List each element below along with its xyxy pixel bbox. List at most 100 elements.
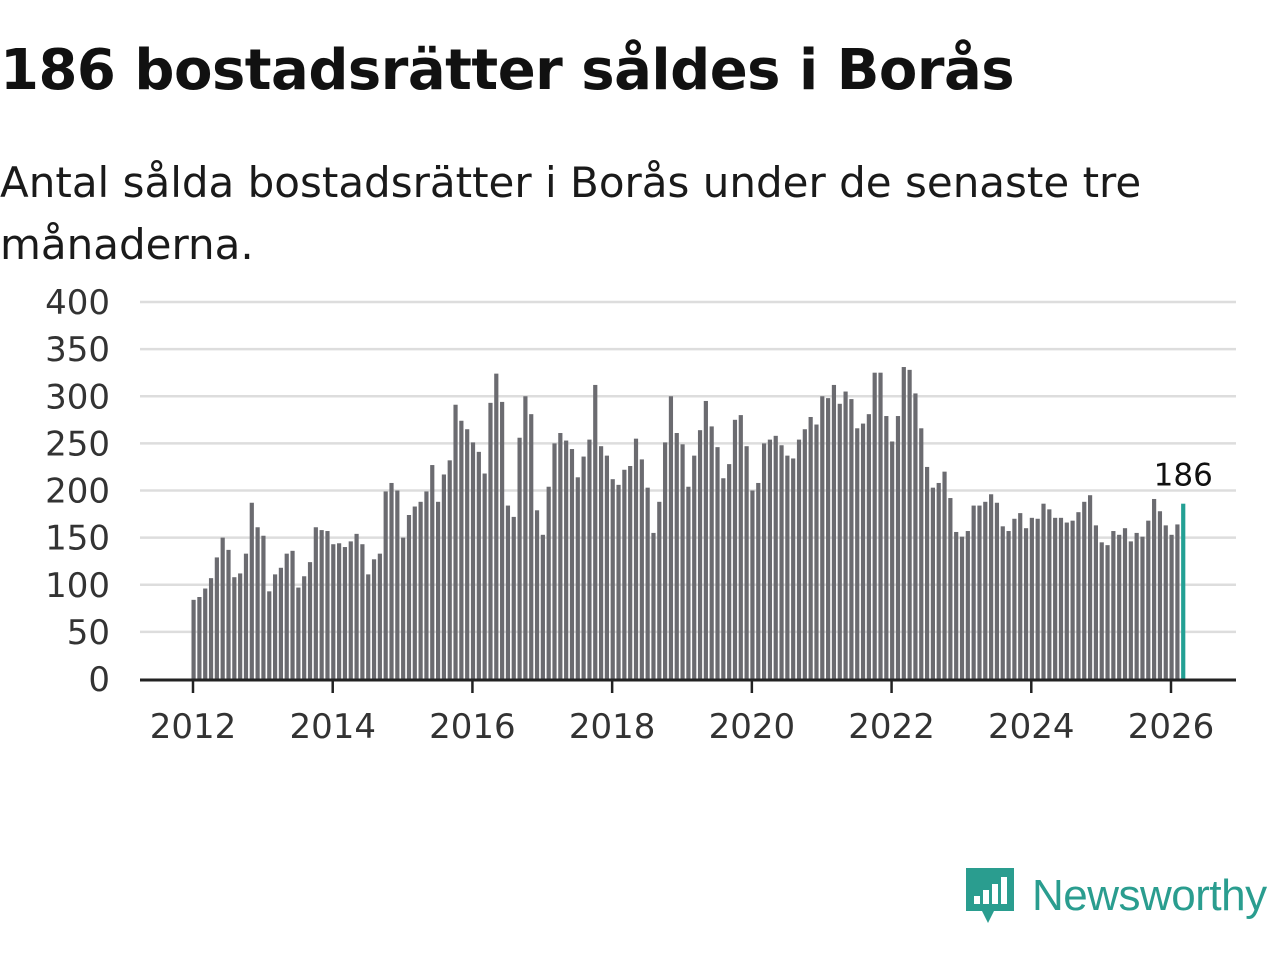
bar bbox=[593, 384, 598, 679]
bar bbox=[948, 498, 953, 679]
bar bbox=[424, 491, 429, 679]
bar bbox=[616, 484, 621, 679]
bar bbox=[930, 487, 935, 679]
bar bbox=[348, 541, 353, 679]
bar bbox=[337, 543, 342, 679]
bar bbox=[575, 477, 580, 679]
bar bbox=[587, 439, 592, 679]
bar bbox=[1152, 498, 1157, 679]
bar bbox=[1169, 534, 1174, 679]
bar bbox=[226, 549, 231, 679]
x-tick-label: 2024 bbox=[988, 707, 1075, 747]
bar bbox=[243, 553, 249, 679]
bar bbox=[663, 442, 668, 679]
bar bbox=[383, 491, 388, 679]
y-tick-label: 0 bbox=[88, 660, 110, 700]
y-tick-label: 300 bbox=[45, 377, 110, 417]
bar bbox=[1163, 525, 1168, 679]
x-tick-label: 2020 bbox=[709, 707, 796, 747]
bar bbox=[371, 559, 377, 679]
bar bbox=[814, 424, 819, 679]
bar bbox=[895, 416, 901, 679]
bar bbox=[1070, 520, 1075, 679]
bar bbox=[826, 398, 831, 679]
y-tick-label: 350 bbox=[45, 330, 110, 370]
bar bbox=[1035, 518, 1040, 679]
x-tick-label: 2022 bbox=[848, 707, 935, 747]
bar bbox=[779, 445, 784, 679]
bar bbox=[470, 442, 476, 679]
brand-logo: Newsworthy bbox=[964, 864, 1267, 928]
bar bbox=[342, 547, 348, 679]
bar bbox=[913, 393, 918, 679]
bar bbox=[796, 439, 802, 679]
bar bbox=[1053, 517, 1058, 679]
bar bbox=[1128, 541, 1133, 679]
bar bbox=[785, 455, 790, 679]
bar bbox=[203, 588, 208, 679]
bar bbox=[325, 531, 330, 679]
bar bbox=[936, 482, 941, 679]
bar bbox=[290, 550, 295, 679]
bar bbox=[983, 501, 988, 679]
bar bbox=[517, 437, 522, 679]
bar bbox=[808, 416, 813, 679]
bar bbox=[622, 469, 627, 679]
bar bbox=[296, 587, 301, 679]
bar bbox=[1134, 532, 1139, 679]
x-tick-label: 2018 bbox=[569, 707, 656, 747]
bar bbox=[738, 415, 743, 679]
bar bbox=[901, 367, 906, 679]
bar bbox=[1047, 509, 1052, 679]
bar bbox=[238, 573, 243, 679]
bar bbox=[767, 439, 772, 679]
bar bbox=[1076, 512, 1081, 679]
bar bbox=[878, 372, 883, 679]
last-value-label: 186 bbox=[1154, 458, 1213, 494]
bar bbox=[249, 502, 254, 679]
bar bbox=[1058, 517, 1064, 679]
bar bbox=[430, 465, 435, 679]
chart-title: 186 bostadsrätter såldes i Borås bbox=[0, 38, 1015, 103]
bar bbox=[1093, 525, 1098, 679]
bar bbox=[651, 532, 656, 679]
bar bbox=[1117, 534, 1122, 679]
bar bbox=[942, 471, 947, 679]
bar bbox=[494, 373, 499, 679]
bar bbox=[1146, 520, 1151, 679]
bar bbox=[395, 490, 400, 679]
bar bbox=[366, 574, 371, 679]
bar bbox=[546, 486, 551, 679]
bar bbox=[1023, 528, 1029, 679]
bar bbox=[377, 553, 382, 679]
bar bbox=[971, 505, 976, 679]
bar bbox=[837, 403, 842, 679]
bar bbox=[668, 396, 674, 679]
bar-highlight bbox=[1181, 503, 1186, 679]
bar bbox=[307, 562, 313, 679]
bar bbox=[435, 501, 441, 679]
bar bbox=[919, 428, 924, 679]
bar bbox=[994, 502, 1000, 679]
bar bbox=[331, 544, 336, 679]
bar bbox=[1157, 511, 1163, 679]
bar bbox=[610, 479, 615, 679]
bar bbox=[406, 515, 412, 679]
bar bbox=[540, 534, 545, 679]
bar bbox=[1105, 545, 1110, 679]
bar bbox=[849, 399, 854, 679]
bar bbox=[1111, 531, 1116, 679]
bar bbox=[1122, 528, 1128, 679]
bar bbox=[208, 578, 214, 679]
bar bbox=[721, 478, 726, 679]
bar bbox=[791, 458, 796, 679]
bar bbox=[604, 455, 609, 679]
bar bbox=[872, 372, 877, 679]
bar bbox=[261, 535, 266, 679]
y-axis-ticks: 0 50 100 150 200 250 300 350 400 bbox=[45, 283, 110, 700]
chart-subtitle: Antal sålda bostadsrätter i Borås under … bbox=[0, 158, 1142, 269]
bar bbox=[890, 441, 895, 679]
bar bbox=[1000, 526, 1005, 679]
bar bbox=[1099, 542, 1104, 679]
bar bbox=[482, 473, 487, 679]
